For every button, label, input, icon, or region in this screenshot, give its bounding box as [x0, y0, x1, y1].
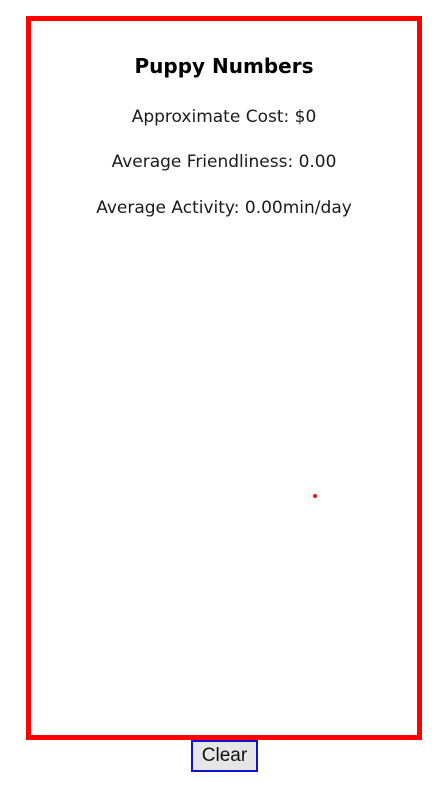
approximate-cost: Approximate Cost: $0: [131, 107, 317, 127]
average-friendliness: Average Friendliness: 0.00: [111, 152, 337, 172]
panel-title: Puppy Numbers: [134, 54, 314, 78]
clear-button[interactable]: Clear: [191, 740, 258, 772]
average-activity: Average Activity: 0.00min/day: [96, 198, 352, 218]
cursor-dot: [313, 494, 317, 498]
puppy-numbers-panel[interactable]: Puppy Numbers Approximate Cost: $0 Avera…: [26, 16, 422, 740]
